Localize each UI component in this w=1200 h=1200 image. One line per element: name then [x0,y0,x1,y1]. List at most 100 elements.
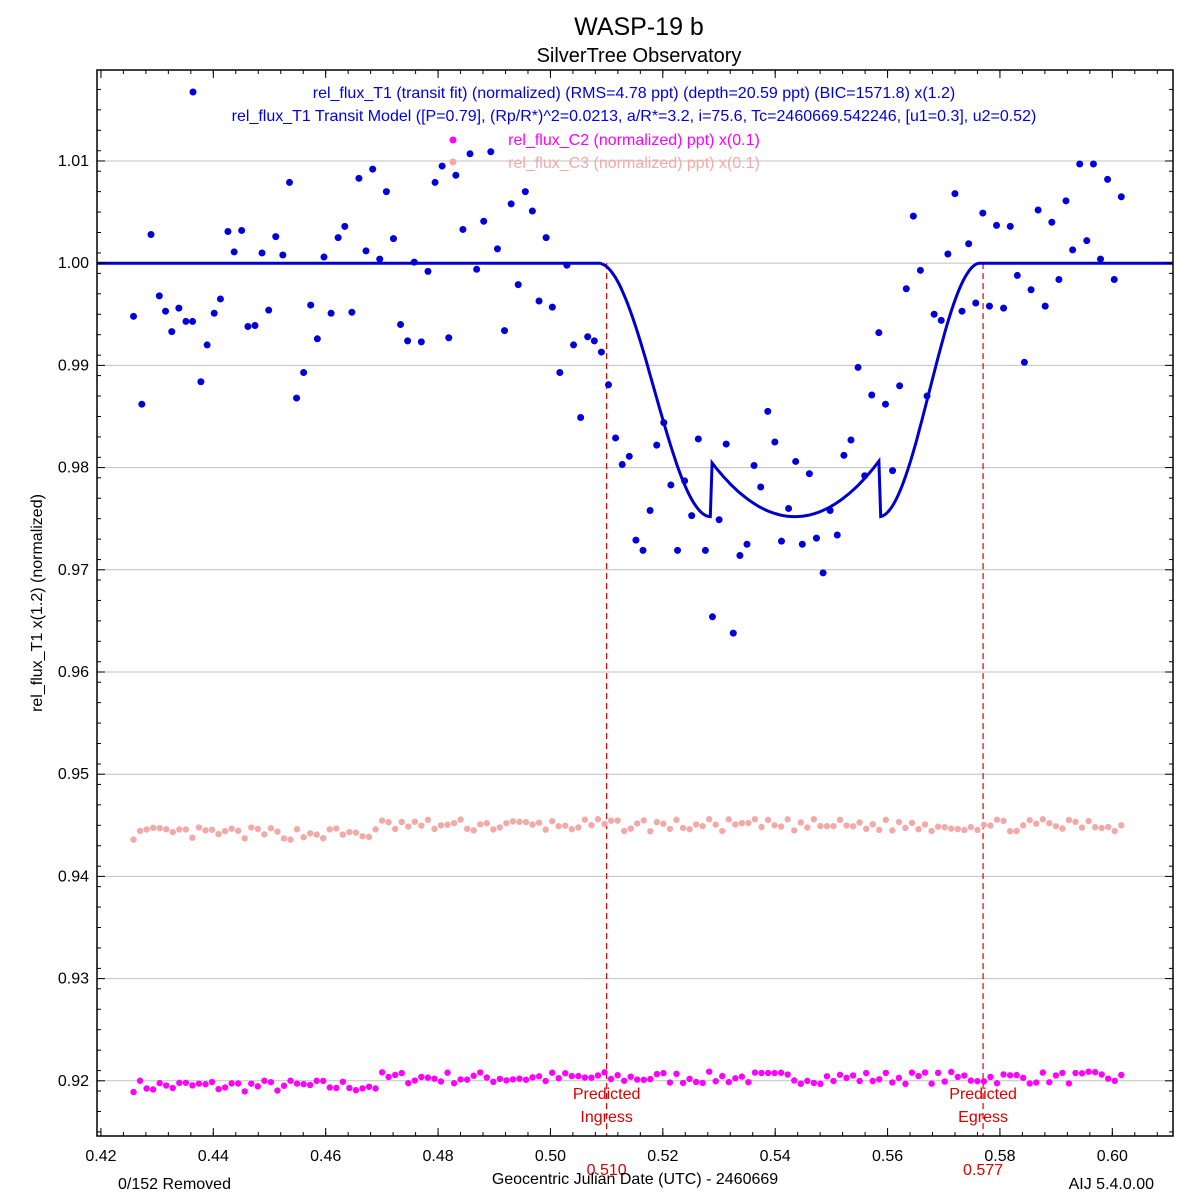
data-point-t1 [397,320,405,328]
y-tick-label: 0.98 [58,460,89,477]
data-point-comparison [810,815,818,823]
data-point-comparison [928,1080,935,1087]
data-point-t1 [210,309,218,317]
data-point-comparison [830,822,837,830]
data-point-comparison [149,1086,157,1093]
data-point-comparison [555,823,562,830]
data-point-comparison [764,816,772,824]
predicted-label: Predicted [949,1086,1017,1103]
data-point-comparison [326,1084,333,1091]
predicted-label: Predicted [573,1086,641,1103]
data-point-comparison [346,1084,353,1092]
data-point-t1 [965,240,973,248]
x-tick-label: 0.46 [310,1148,341,1165]
data-point-comparison [640,1076,647,1084]
data-point-t1 [473,265,481,273]
data-point-t1 [632,536,640,544]
data-point-comparison [823,822,831,830]
data-point-comparison [908,819,916,827]
data-point-comparison [313,1077,320,1085]
data-point-comparison [810,1079,818,1087]
x-tick-label: 0.44 [198,1148,229,1165]
data-point-t1 [376,255,384,263]
data-point-comparison [234,827,242,834]
data-point-comparison [784,1071,791,1078]
data-point-t1 [701,546,709,554]
data-point-t1 [189,317,197,325]
data-point-t1 [930,310,938,318]
data-point-t1 [1097,255,1105,263]
data-point-comparison [169,828,176,836]
data-point-comparison [562,1070,569,1077]
data-point-comparison [732,1075,739,1082]
data-point-comparison [221,1084,229,1091]
data-point-t1 [639,546,647,554]
data-point-t1 [285,178,293,186]
data-point-comparison [287,1077,294,1084]
x-axis-label: Geocentric Julian Date (UTC) - 2460669 [492,1171,778,1188]
data-point-comparison [876,826,883,834]
data-point-comparison [293,825,301,833]
data-point-comparison [1033,1079,1040,1086]
data-point-comparison [189,834,196,841]
data-point-comparison [993,816,1001,823]
data-point-comparison [202,1081,209,1088]
data-point-t1 [674,546,682,554]
data-point-comparison [1098,824,1105,832]
data-point-t1 [612,434,620,442]
data-point-t1 [854,363,862,371]
series-t1-points [130,148,1125,637]
data-point-comparison [359,833,366,840]
data-point-comparison [987,1073,994,1081]
data-point-comparison [686,1075,693,1083]
chart-subtitle: SilverTree Observatory [537,45,742,67]
data-point-comparison [333,825,340,832]
data-point-comparison [588,1074,595,1081]
data-point-comparison [764,1069,772,1077]
predicted-label: Ingress [580,1109,632,1126]
data-point-t1 [958,307,966,315]
data-point-comparison [535,1073,543,1080]
data-point-t1 [466,150,474,158]
data-point-comparison [457,816,464,823]
data-point-comparison [372,1085,379,1092]
data-point-comparison [287,836,294,843]
data-point-t1 [570,341,578,349]
data-point-t1 [480,217,488,225]
data-point-comparison [182,826,190,833]
data-point-comparison [849,1072,857,1079]
data-point-comparison [300,1080,307,1088]
data-point-comparison [385,819,392,826]
data-point-comparison [509,1076,517,1083]
data-point-t1 [369,165,377,173]
data-point-comparison [1046,819,1053,827]
data-point-comparison [156,1079,163,1087]
data-point-t1 [424,267,432,275]
grid-lines [97,160,1173,1082]
data-point-comparison [176,826,183,833]
data-point-t1 [618,461,626,469]
data-point-t1 [785,504,793,512]
data-point-comparison [738,819,746,827]
data-point-comparison [1039,1069,1047,1076]
data-point-comparison [182,1079,190,1086]
software-version: AIJ 5.4.0.00 [1069,1176,1154,1193]
data-point-comparison [306,830,314,837]
data-point-comparison [948,825,955,832]
data-point-comparison [1078,1070,1086,1077]
data-point-comparison [980,821,988,829]
data-point-comparison [522,818,530,826]
data-point-comparison [130,1088,137,1096]
data-point-comparison [954,825,961,833]
y-tick-label: 0.94 [58,868,89,885]
data-point-comparison [594,816,602,823]
data-point-comparison [869,821,876,828]
data-point-t1 [130,312,138,320]
data-point-t1 [708,613,716,621]
data-point-comparison [961,1072,968,1079]
data-point-comparison [673,1070,680,1078]
data-point-t1 [459,225,467,233]
data-point-comparison [241,835,248,842]
series-c3-points [130,815,1125,843]
data-point-comparison [804,824,811,831]
